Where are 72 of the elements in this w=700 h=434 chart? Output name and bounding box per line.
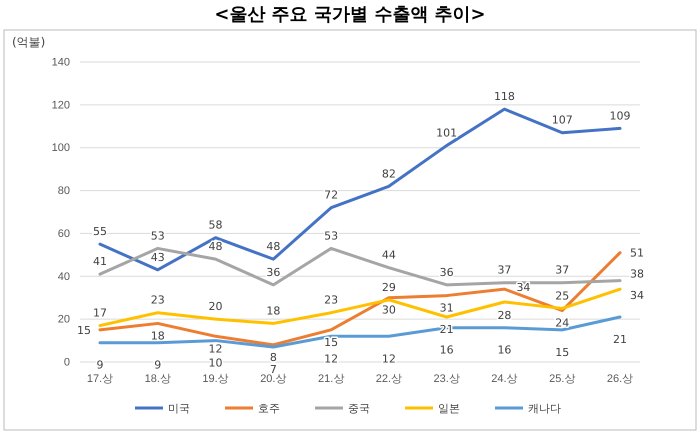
data-label: 30 xyxy=(382,304,396,317)
y-tick-label: 20 xyxy=(58,314,70,326)
legend-label: 캐나다 xyxy=(528,402,561,415)
legend-label: 중국 xyxy=(348,402,370,415)
data-label: 17 xyxy=(93,306,107,320)
data-label: 48 xyxy=(266,240,280,254)
data-label: 15 xyxy=(555,346,570,359)
data-label: 58 xyxy=(208,218,223,232)
data-label: 31 xyxy=(440,302,454,315)
x-tick-label: 18.상 xyxy=(144,372,171,385)
data-label: 25 xyxy=(555,289,570,302)
y-axis-title: (억불) xyxy=(12,35,46,49)
y-tick-label: 40 xyxy=(58,270,70,283)
legend-label: 일본 xyxy=(438,402,460,415)
y-tick-label: 120 xyxy=(52,99,70,112)
data-label: 18 xyxy=(150,329,165,342)
data-label: 20 xyxy=(208,300,223,314)
data-label: 37 xyxy=(497,264,512,277)
y-tick-label: 100 xyxy=(52,142,70,154)
data-label: 72 xyxy=(324,188,338,202)
data-label: 16 xyxy=(497,344,512,357)
data-label: 38 xyxy=(630,268,644,281)
data-label: 82 xyxy=(382,167,396,180)
data-label: 29 xyxy=(382,280,396,294)
legend-label: 미국 xyxy=(168,402,190,415)
data-label: 28 xyxy=(497,309,512,322)
data-label: 10 xyxy=(208,356,223,370)
data-label: 23 xyxy=(150,294,165,307)
data-label: 15 xyxy=(77,324,91,337)
data-label: 34 xyxy=(516,281,530,294)
data-label: 23 xyxy=(324,294,338,307)
data-label: 118 xyxy=(494,90,515,104)
data-label: 15 xyxy=(324,336,338,349)
x-tick-label: 19.상 xyxy=(202,372,229,385)
x-tick-label: 26.상 xyxy=(606,372,634,385)
data-label: 55 xyxy=(93,225,107,238)
x-tick-label: 17.상 xyxy=(86,372,114,385)
data-label: 53 xyxy=(324,229,338,242)
data-label: 12 xyxy=(382,352,396,366)
chart-title: <울산 주요 국가별 수출액 추이> xyxy=(214,4,486,25)
x-tick-label: 24.상 xyxy=(491,372,518,385)
data-label: 24 xyxy=(555,316,570,330)
data-label: 36 xyxy=(440,266,454,279)
data-label: 53 xyxy=(150,229,165,242)
data-label: 9 xyxy=(96,358,104,372)
data-label: 36 xyxy=(266,266,280,279)
y-tick-label: 80 xyxy=(58,185,70,198)
data-label: 18 xyxy=(266,304,280,318)
data-label: 9 xyxy=(154,358,162,372)
x-tick-label: 21.상 xyxy=(318,372,344,385)
data-label: 107 xyxy=(552,114,573,127)
data-label: 37 xyxy=(555,264,570,277)
x-tick-label: 22.상 xyxy=(376,372,402,385)
data-label: 8 xyxy=(270,350,277,364)
data-label: 44 xyxy=(382,248,396,262)
y-tick-label: 140 xyxy=(52,56,70,69)
legend-label: 호주 xyxy=(258,402,280,415)
y-tick-label: 60 xyxy=(58,228,70,240)
y-tick-label: 0 xyxy=(64,356,70,369)
data-label: 34 xyxy=(630,289,644,302)
data-label: 43 xyxy=(150,250,165,264)
data-label: 51 xyxy=(630,246,644,260)
data-label: 12 xyxy=(208,342,223,356)
data-label: 41 xyxy=(93,255,107,268)
data-label: 109 xyxy=(610,109,630,122)
x-tick-label: 25.상 xyxy=(549,372,576,385)
data-label: 101 xyxy=(436,126,458,140)
data-label: 12 xyxy=(324,352,338,366)
data-label: 21 xyxy=(613,333,627,346)
data-label: 48 xyxy=(208,240,223,254)
x-tick-label: 23.상 xyxy=(434,372,460,385)
data-label: 16 xyxy=(440,344,454,357)
